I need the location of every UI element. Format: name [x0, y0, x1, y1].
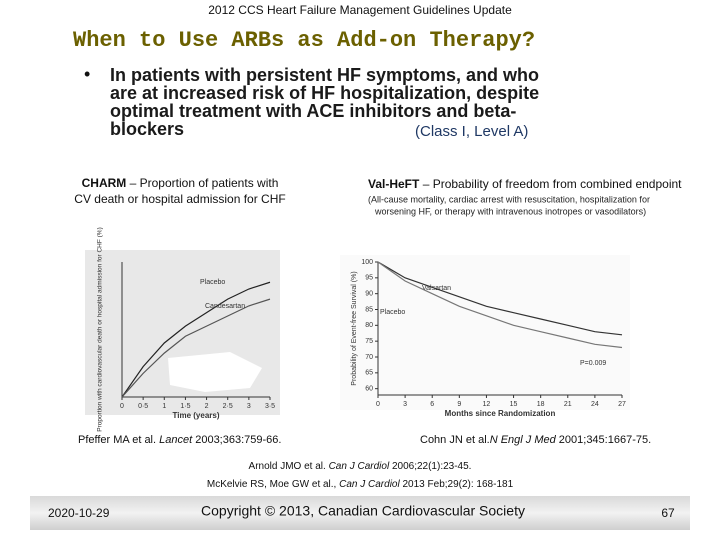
x-tick-label: 0 — [120, 403, 124, 410]
series-line — [121, 281, 271, 398]
bullet: In patients with persistent HF symptoms,… — [110, 65, 539, 139]
y-tick-label: 95 — [365, 275, 373, 282]
ref-part: Lancet — [159, 434, 193, 446]
ref-part: McKelvie RS, Moe GW et al., — [207, 479, 339, 490]
x-tick-label: 18 — [537, 401, 545, 408]
y-tick-label: 85 — [365, 306, 373, 313]
caption-name: Val-HeFT — [368, 177, 420, 191]
ref-part: 2001;345:1667-75. — [556, 434, 651, 446]
caption-text: – Proportion of patients with — [126, 176, 278, 190]
x-tick-label: 27 — [618, 401, 626, 408]
x-axis-label: Months since Randomization — [445, 409, 556, 418]
x-tick-label: 21 — [564, 401, 572, 408]
bullet-line: In patients with persistent HF symptoms,… — [110, 65, 539, 85]
ref-part: Cohn JN et al. — [420, 434, 490, 446]
footer-date: 2020-10-29 — [48, 506, 110, 520]
ref-part: Can J Cardiol — [339, 479, 400, 490]
x-tick-label: 24 — [591, 401, 599, 408]
x-axis-label: Time (years) — [173, 411, 220, 420]
series-label: Placebo — [380, 309, 405, 316]
y-tick-label: 65 — [365, 370, 373, 377]
ref-part: 2013 Feb;29(2): 168-181 — [400, 479, 514, 490]
series-line — [377, 261, 623, 336]
charts: 0 0·5 1 1·5 2 2·5 3 3·5 Time (years) Proportion w… — [97, 227, 626, 431]
y-axis-label: Proportion with cardiovascular death or … — [97, 227, 104, 431]
series-line — [121, 298, 271, 398]
y-tick-label: 80 — [365, 322, 373, 329]
title: When to Use ARBs as Add-on Therapy? — [73, 28, 535, 53]
y-tick-label: 70 — [365, 354, 373, 361]
ref-part: 2006;22(1):23-45. — [389, 461, 471, 472]
x-tick-label: 0·5 — [138, 403, 148, 410]
bullet-line: optimal treatment with ACE inhibitors an… — [110, 101, 516, 121]
x-tick-label: 9 — [457, 401, 461, 408]
x-tick-label: 3 — [403, 401, 407, 408]
reference: Arnold JMO et al. Can J Cardiol 2006;22(… — [249, 461, 472, 472]
reference: Pfeffer MA et al. Lancet 2003;363:759-66… — [78, 434, 281, 446]
x-tick-label: 2·5 — [223, 403, 233, 410]
x-tick-label: 1·5 — [180, 403, 190, 410]
ref-part: N Engl J Med — [490, 434, 557, 446]
caption: Val-HeFT – Probability of freedom from c… — [368, 177, 682, 191]
ref-part: Can J Cardiol — [329, 461, 390, 472]
x-tick-label: 1 — [162, 403, 166, 410]
ref-part: Pfeffer MA et al. — [78, 434, 159, 446]
chart-image — [340, 255, 630, 410]
caption: CHARM – Proportion of patients with — [82, 176, 279, 190]
bullet-line: are at increased risk of HF hospitalizat… — [110, 83, 539, 103]
y-tick-label: 60 — [365, 386, 373, 393]
x-tick-label: 2 — [205, 403, 209, 410]
footer-page: 67 — [661, 506, 675, 520]
bullet-line: blockers — [110, 119, 184, 139]
y-tick-label: 90 — [365, 291, 373, 298]
x-tick-label: 6 — [430, 401, 434, 408]
annotation: P=0.009 — [580, 360, 606, 367]
caption-name: CHARM — [82, 176, 127, 190]
class-level: (Class I, Level A) — [415, 123, 528, 140]
y-tick-label: 100 — [361, 259, 373, 266]
footer-bar — [30, 496, 690, 530]
series-label: Valsartan — [422, 285, 451, 292]
x-tick-label: 15 — [510, 401, 518, 408]
reference: Cohn JN et al.N Engl J Med 2001;345:1667… — [420, 434, 651, 446]
series-label: Candesartan — [205, 303, 245, 310]
ref-part: 2003;363:759-66. — [192, 434, 281, 446]
series-line — [377, 261, 623, 349]
x-tick-label: 0 — [376, 401, 380, 408]
chart-image — [85, 250, 280, 415]
ref-part: Arnold JMO et al. — [249, 461, 329, 472]
x-tick-label: 3 — [247, 403, 251, 410]
reference: McKelvie RS, Moe GW et al., Can J Cardio… — [207, 479, 514, 490]
y-axis-label: Probability of Event-free Survival (%) — [351, 271, 358, 385]
image-blank — [168, 352, 262, 392]
caption-note: worsening HF, or therapy with intravenou… — [374, 206, 646, 216]
bullet-dot: • — [84, 64, 90, 84]
x-tick-label: 12 — [483, 401, 491, 408]
footer-copyright: Copyright © 2013, Canadian Cardiovascula… — [201, 503, 525, 519]
header: 2012 CCS Heart Failure Management Guidel… — [208, 3, 512, 17]
caption-note: (All-cause mortality, cardiac arrest wit… — [368, 194, 650, 204]
caption-text: – Probability of freedom from combined e… — [419, 177, 682, 191]
y-tick-label: 75 — [365, 338, 373, 345]
series-label: Placebo — [200, 279, 225, 286]
caption: CV death or hospital admission for CHF — [74, 192, 285, 206]
x-tick-label: 3·5 — [265, 403, 275, 410]
